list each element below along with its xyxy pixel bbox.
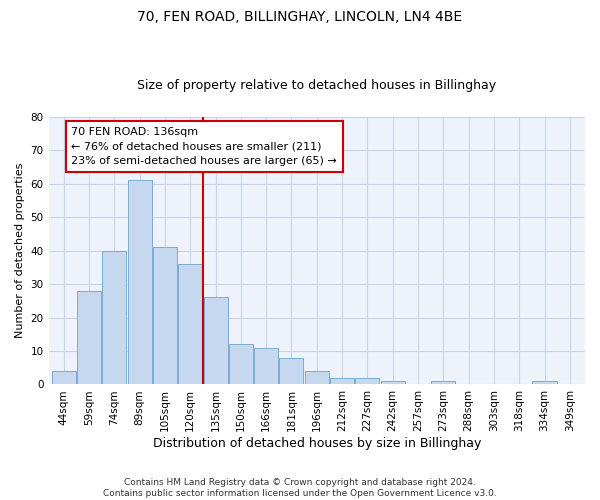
Bar: [355, 378, 379, 384]
Bar: [229, 344, 253, 385]
Bar: [532, 381, 557, 384]
Text: Contains HM Land Registry data © Crown copyright and database right 2024.
Contai: Contains HM Land Registry data © Crown c…: [103, 478, 497, 498]
Bar: [77, 291, 101, 384]
X-axis label: Distribution of detached houses by size in Billinghay: Distribution of detached houses by size …: [152, 437, 481, 450]
Y-axis label: Number of detached properties: Number of detached properties: [15, 163, 25, 338]
Bar: [153, 248, 177, 384]
Bar: [280, 358, 304, 384]
Bar: [431, 381, 455, 384]
Bar: [305, 371, 329, 384]
Bar: [254, 348, 278, 385]
Text: 70, FEN ROAD, BILLINGHAY, LINCOLN, LN4 4BE: 70, FEN ROAD, BILLINGHAY, LINCOLN, LN4 4…: [137, 10, 463, 24]
Bar: [203, 298, 227, 384]
Bar: [128, 180, 152, 384]
Title: Size of property relative to detached houses in Billinghay: Size of property relative to detached ho…: [137, 79, 496, 92]
Text: 70 FEN ROAD: 136sqm
← 76% of detached houses are smaller (211)
23% of semi-detac: 70 FEN ROAD: 136sqm ← 76% of detached ho…: [71, 127, 337, 166]
Bar: [380, 381, 405, 384]
Bar: [178, 264, 202, 384]
Bar: [330, 378, 354, 384]
Bar: [103, 250, 127, 384]
Bar: [52, 371, 76, 384]
